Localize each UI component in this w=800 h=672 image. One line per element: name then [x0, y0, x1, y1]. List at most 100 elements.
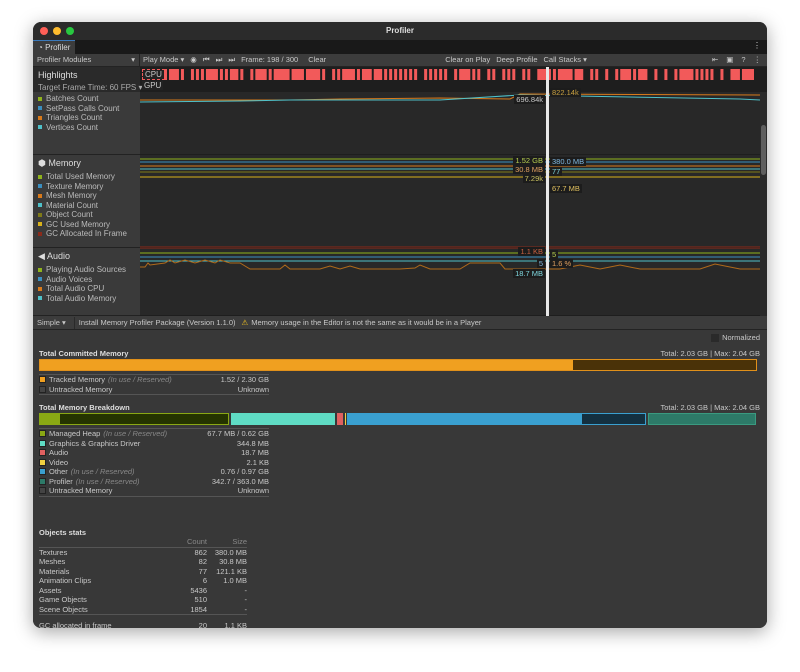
cpu-frame-bar: [695, 69, 699, 80]
breakdown-bar[interactable]: [39, 413, 759, 425]
cpu-frame-bar: [590, 69, 594, 80]
value-label: 30.8 MB: [513, 165, 545, 174]
memory-chart[interactable]: 1.52 GB 380.0 MB 30.8 MB 77 7.29k 67.7 M…: [140, 155, 760, 248]
segment-video: [345, 413, 346, 425]
table-row: Game Objects 510-: [39, 595, 247, 604]
legend-swatch: [38, 193, 42, 198]
legend-item[interactable]: Total Audio CPU: [33, 284, 140, 294]
cpu-frame-bar: [273, 69, 290, 80]
call-stacks-button[interactable]: Call Stacks ▾: [543, 55, 587, 64]
cpu-frame-bar: [404, 69, 408, 80]
minimize-button[interactable]: [53, 27, 61, 35]
legend-item[interactable]: Playing Audio Sources: [33, 265, 140, 275]
legend-item[interactable]: Object Count: [33, 210, 140, 220]
cpu-frame-bar: [332, 69, 336, 80]
legend-item[interactable]: Total Used Memory: [33, 172, 140, 182]
clear-button[interactable]: Clear: [308, 55, 327, 64]
normalized-toggle[interactable]: Normalized: [711, 333, 760, 342]
profiler-modules-dropdown[interactable]: Profiler Modules ▾: [33, 54, 140, 66]
frame-cursor[interactable]: [546, 67, 549, 316]
table-row: Animation Clips 6 1.0 MB: [39, 576, 247, 585]
cpu-frame-bar: [459, 69, 471, 80]
cpu-frame-bar: [195, 69, 199, 80]
cpu-frame-bar: [342, 69, 355, 80]
legend-row: Video 2.1 KB: [39, 458, 269, 468]
legend-item[interactable]: Material Count: [33, 201, 140, 211]
cpu-frame-bar: [394, 69, 398, 80]
legend-row: Other (In use / Reserved) 0.76 / 0.97 GB: [39, 467, 269, 477]
load-icon[interactable]: ⇤: [711, 55, 719, 64]
audio-chart[interactable]: 1.1 KB 5 5 1.6 % 18.7 MB: [140, 247, 760, 316]
toolbar: Profiler Modules ▾ Play Mode ▾ ◉ ⏮ ⏭ ⏭ Fr…: [33, 54, 767, 67]
install-memory-profiler-button[interactable]: Install Memory Profiler Package (Version…: [73, 316, 236, 329]
cpu-frame-bar: [305, 69, 321, 80]
play-mode-dropdown[interactable]: Play Mode ▾: [143, 55, 185, 64]
clear-on-play-button[interactable]: Clear on Play: [445, 55, 491, 64]
gpu-label: GPU: [142, 81, 164, 90]
legend-item[interactable]: Audio Voices: [33, 275, 140, 285]
first-frame-icon[interactable]: ⏮: [202, 55, 210, 64]
more-icon[interactable]: ⋮: [753, 41, 761, 50]
cpu-frame-bar: [574, 69, 584, 80]
help-icon[interactable]: ?: [741, 55, 746, 64]
legend-item[interactable]: Vertices Count: [33, 123, 140, 133]
color-swatch: [39, 385, 46, 393]
save-icon[interactable]: ▣: [726, 55, 734, 64]
legend-item[interactable]: GC Allocated In Frame: [33, 229, 140, 239]
scrollbar[interactable]: [760, 92, 767, 316]
cpu-frame-bar: [700, 69, 704, 80]
legend-item[interactable]: SetPass Calls Count: [33, 104, 140, 114]
cpu-frame-bar: [424, 69, 428, 80]
next-frame-icon[interactable]: ⏭: [215, 55, 223, 64]
view-mode-dropdown[interactable]: Simple ▾: [37, 317, 66, 327]
cpu-frame-bar: [205, 69, 218, 80]
legend-item[interactable]: Batches Count: [33, 94, 140, 104]
cpu-frame-bar: [190, 69, 194, 80]
committed-bar[interactable]: [39, 359, 757, 371]
legend-swatch: [38, 296, 42, 301]
tab-profiler[interactable]: ◔ Profiler: [33, 40, 75, 54]
memory-details: Normalized Total Committed Memory Total:…: [33, 330, 767, 628]
close-button[interactable]: [40, 27, 48, 35]
legend-item[interactable]: Mesh Memory: [33, 191, 140, 201]
cpu-frame-bar: [337, 69, 341, 80]
cpu-frame-bar: [240, 69, 244, 80]
legend-swatch: [38, 125, 42, 130]
legend-swatch: [38, 184, 42, 189]
cpu-frame-bar: [664, 69, 668, 80]
objects-title: Objects stats: [39, 528, 87, 537]
rendering-chart[interactable]: 696.84k 822.14k: [139, 88, 761, 155]
more-icon[interactable]: ⋮: [753, 55, 762, 64]
value-label: 1.52 GB: [513, 156, 545, 165]
module-rendering[interactable]: Batches Count SetPass Calls Count Triangle…: [33, 92, 140, 155]
cpu-label: CPU: [142, 69, 165, 80]
value-label: 77: [550, 167, 563, 176]
last-frame-icon[interactable]: ⏭: [228, 55, 236, 64]
legend-swatch: [38, 174, 42, 179]
module-memory[interactable]: ⬢ Memory Total Used Memory Texture Memory M…: [33, 155, 140, 248]
warning-icon: ⚠: [241, 317, 249, 327]
details-toolbar: Simple ▾ Install Memory Profiler Package…: [33, 316, 767, 330]
maximize-button[interactable]: [66, 27, 74, 35]
legend-item[interactable]: Total Audio Memory: [33, 294, 140, 304]
highlights-module[interactable]: Highlights Target Frame Time: 60 FPS ▾ C…: [33, 67, 767, 92]
record-icon[interactable]: ◉: [190, 55, 197, 64]
cpu-frame-bar: [679, 69, 694, 80]
cpu-frame-bar: [605, 69, 609, 80]
legend-item[interactable]: Triangles Count: [33, 113, 140, 123]
cpu-frame-bar: [414, 69, 418, 80]
deep-profile-button[interactable]: Deep Profile: [496, 55, 538, 64]
memory-icon: ⬢: [38, 158, 46, 168]
committed-title: Total Committed Memory: [39, 349, 129, 358]
module-audio[interactable]: ◀ Audio Playing Audio Sources Audio Voices…: [33, 248, 140, 316]
series-line: [140, 259, 760, 270]
legend-item[interactable]: Texture Memory: [33, 182, 140, 192]
cpu-frame-bar: [429, 69, 433, 80]
committed-totals: Total: 2.03 GB | Max: 2.04 GB: [660, 349, 760, 358]
legend-swatch: [38, 286, 42, 291]
legend-item[interactable]: GC Used Memory: [33, 220, 140, 230]
cpu-frame-bar: [595, 69, 599, 80]
table-header: Count Size: [186, 537, 247, 546]
cpu-frame-bar: [373, 69, 383, 80]
target-frame-dropdown[interactable]: Target Frame Time: 60 FPS ▾: [38, 83, 143, 92]
